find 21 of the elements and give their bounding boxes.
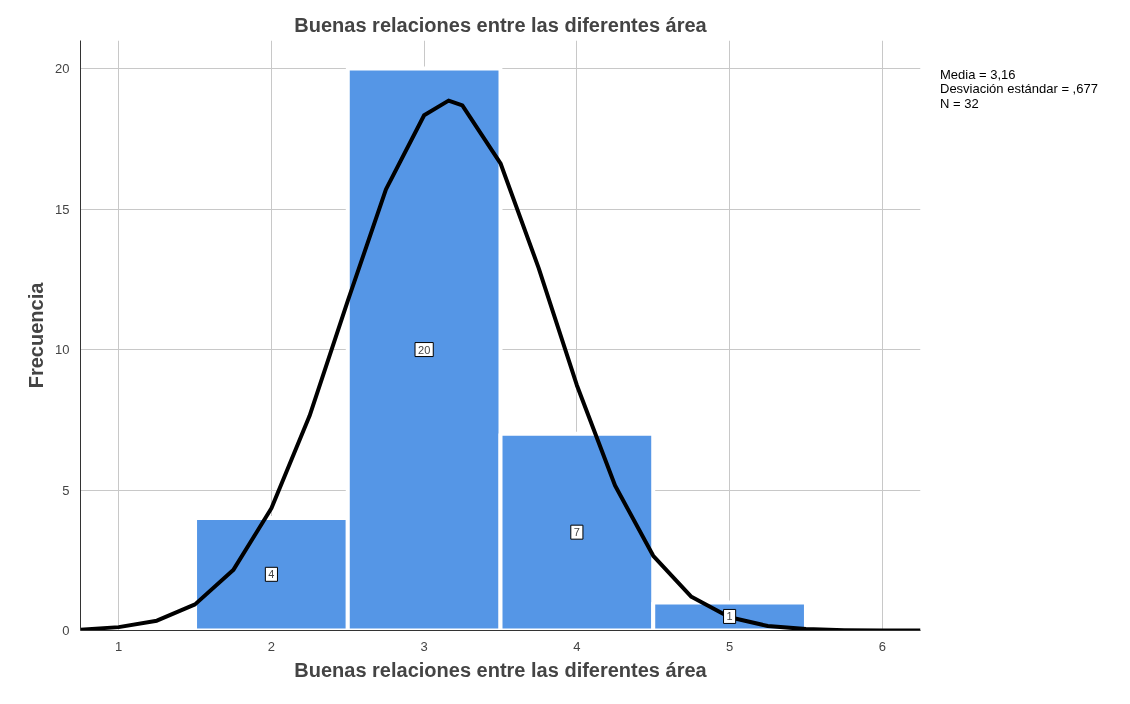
x-tick-label: 6 xyxy=(878,638,886,654)
x-tick-label: 4 xyxy=(573,638,581,654)
y-tick-label: 20 xyxy=(55,61,70,77)
chart-title: Buenas relaciones entre las diferentes área xyxy=(294,13,708,36)
y-axis-title: Frecuencia xyxy=(25,281,48,389)
data-label: 20 xyxy=(418,343,431,356)
data-label: 1 xyxy=(726,610,733,623)
y-tick-label: 15 xyxy=(55,201,70,217)
x-tick-label: 1 xyxy=(115,638,123,654)
x-tick-label: 2 xyxy=(267,638,276,654)
x-tick-label: 3 xyxy=(420,638,428,654)
text: N = 32 xyxy=(940,95,979,111)
text: Media = 3,16 xyxy=(940,67,1016,82)
y-tick-label: 0 xyxy=(62,623,70,638)
y-tick-label: 10 xyxy=(55,342,70,358)
y-tick-label: 5 xyxy=(62,482,70,498)
data-label: 7 xyxy=(573,526,580,539)
x-tick-label: 5 xyxy=(725,638,734,654)
x-axis-title: Buenas relaciones entre las diferentes área xyxy=(294,658,708,681)
text: Desviación estándar = ,677 xyxy=(940,81,1098,97)
data-label: 4 xyxy=(268,568,275,581)
